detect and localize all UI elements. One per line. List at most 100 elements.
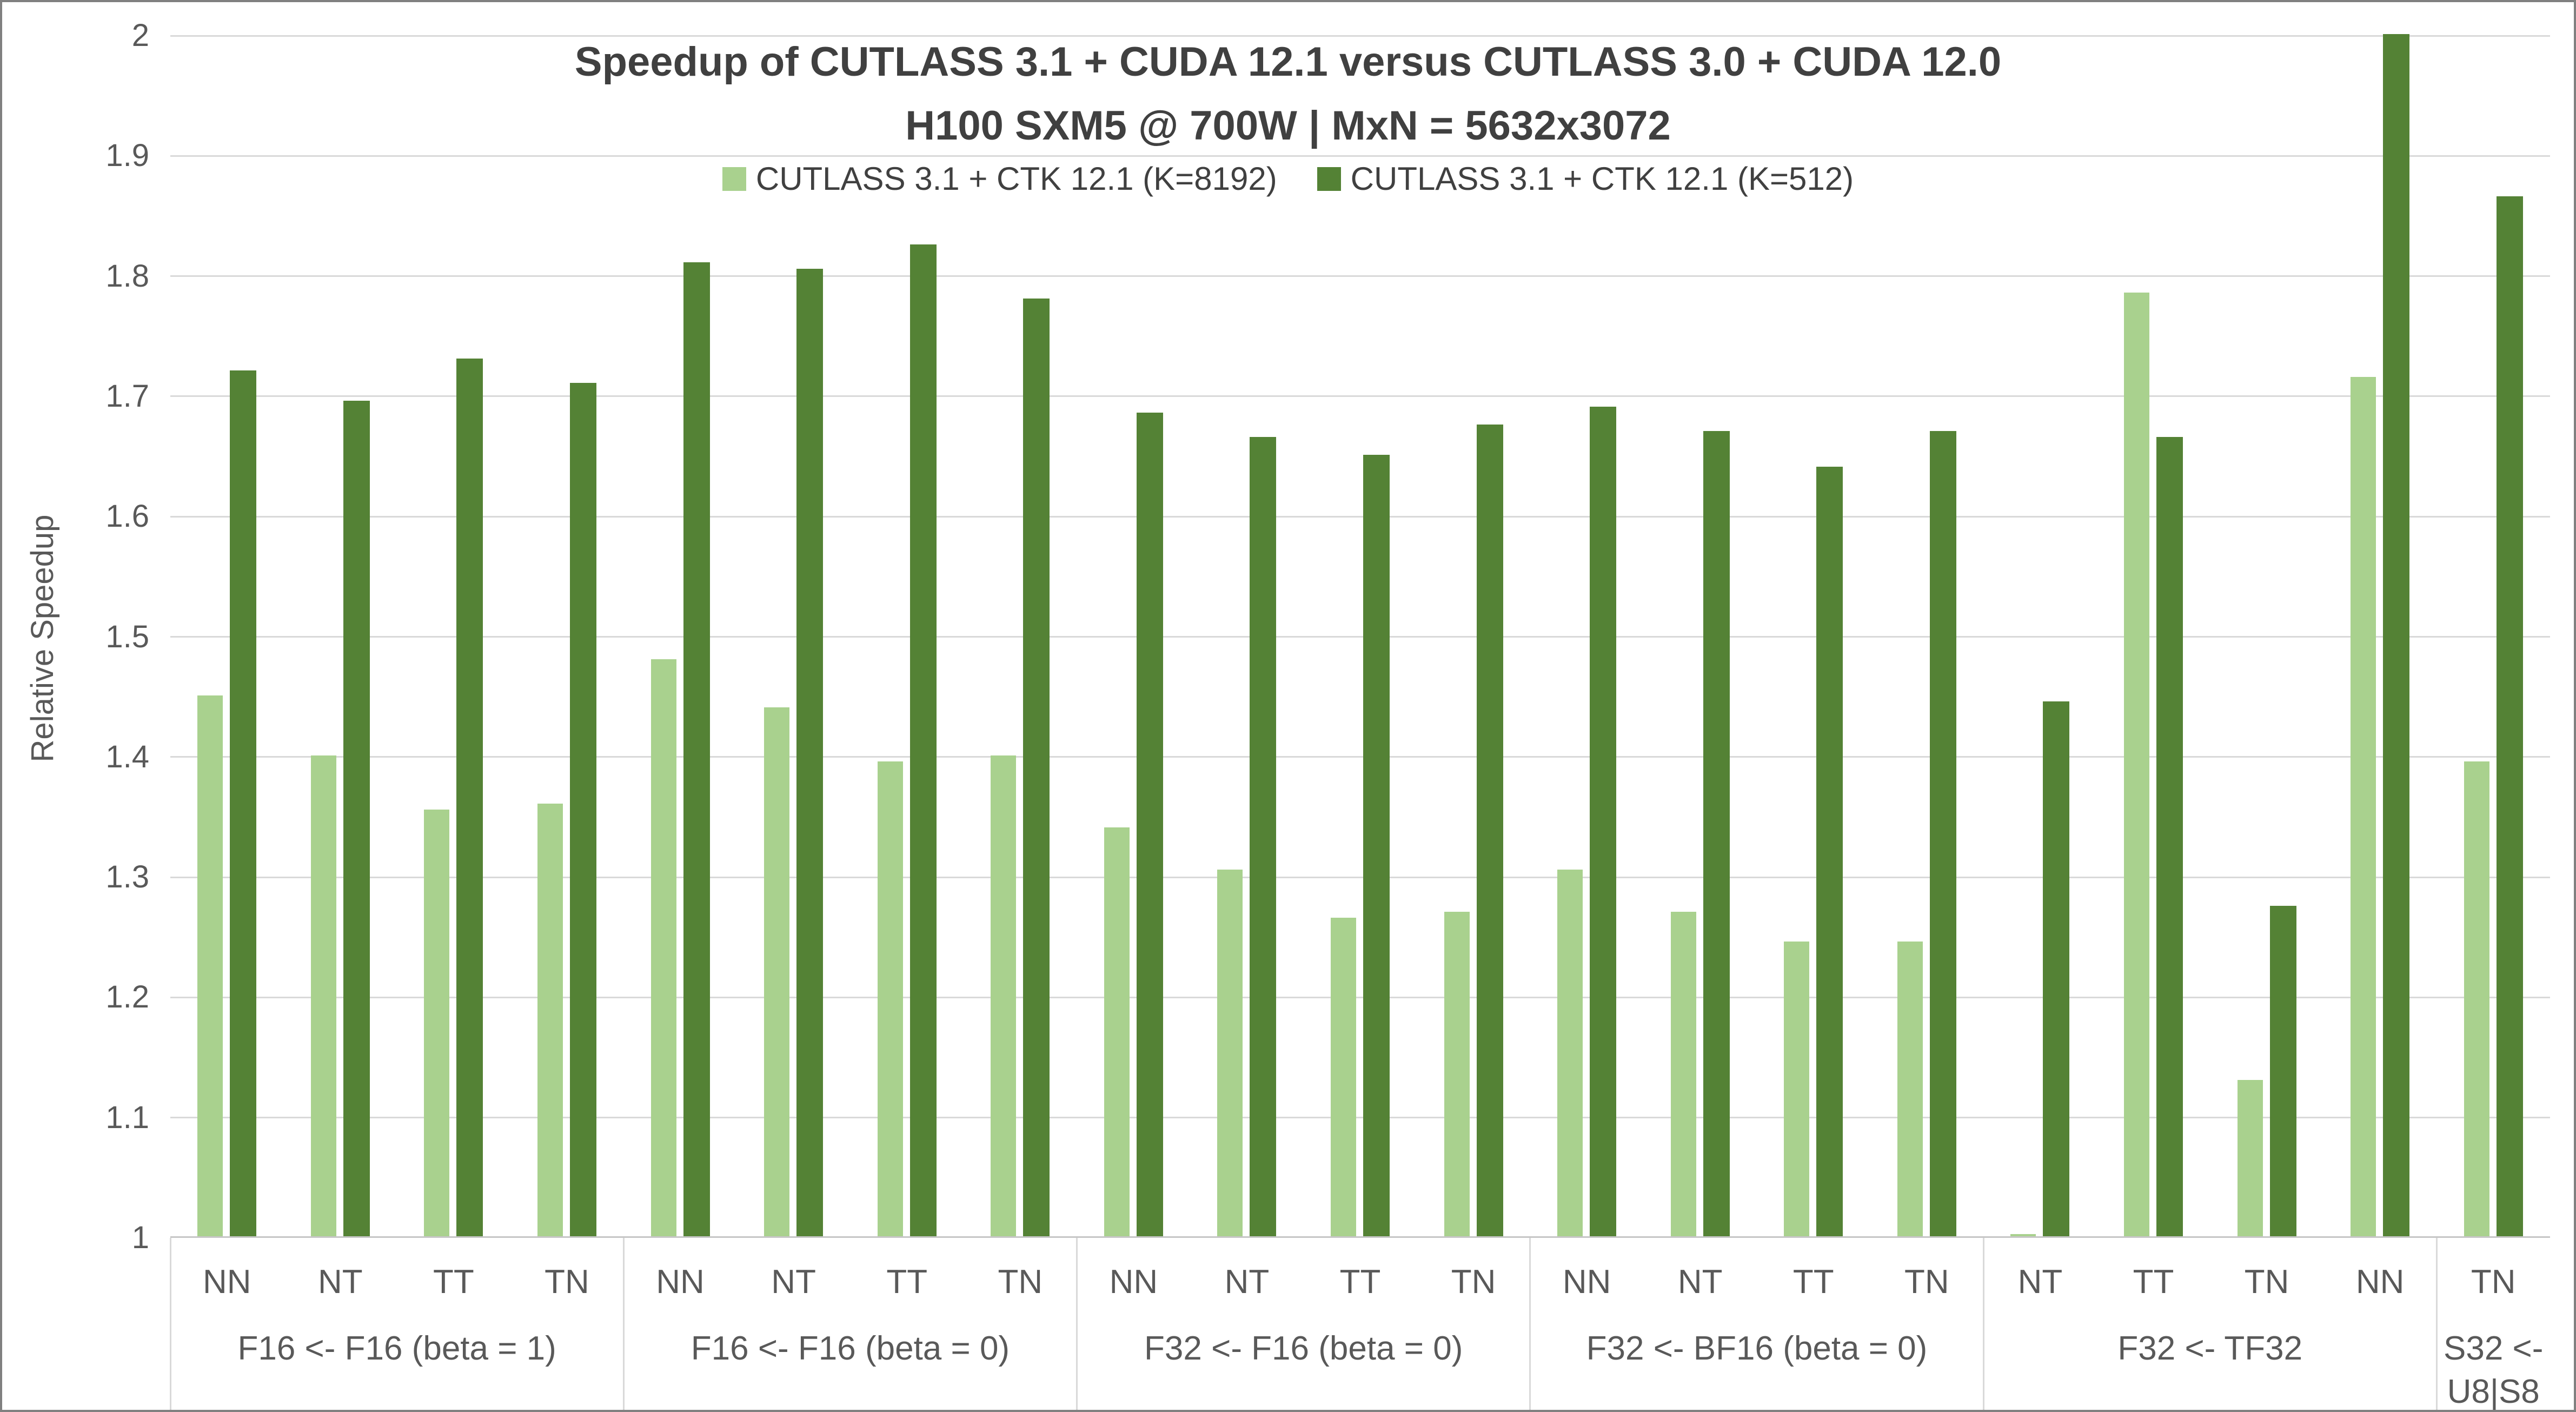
bar-k8192-F32-NN — [1557, 870, 1583, 1236]
y-tick-label: 1.4 — [105, 739, 149, 774]
bar-k8192-S32-TN — [2464, 761, 2489, 1236]
y-tick-label: 2 — [131, 18, 149, 53]
category-label: NN — [1109, 1263, 1158, 1301]
category-label: NT — [1224, 1263, 1270, 1301]
bar-k8192-F32-TT — [1784, 942, 1810, 1236]
group-separator — [2435, 1238, 2438, 1410]
y-tick-label: 1.1 — [105, 1099, 149, 1135]
legend-label-k512: CUTLASS 3.1 + CTK 12.1 (K=512) — [1350, 161, 1854, 197]
bar-k512-F16-NN — [230, 370, 257, 1236]
bar-k8192-F32-NN — [2351, 376, 2376, 1236]
legend-swatch-k8192-icon — [722, 167, 746, 191]
legend-item-k8192: CUTLASS 3.1 + CTK 12.1 (K=8192) — [722, 160, 1277, 197]
group-separator — [1076, 1238, 1078, 1410]
bar-k8192-F16-NT — [764, 707, 790, 1236]
y-tick-label: 1.6 — [105, 499, 149, 534]
group-separator — [622, 1238, 625, 1410]
y-tick-label: 1.3 — [105, 859, 149, 895]
bar-k512-F32-NN — [1590, 407, 1617, 1236]
bar-k512-F16-TT — [456, 359, 483, 1236]
bar-k512-F32-TN — [1929, 430, 1956, 1236]
gridline — [170, 756, 2550, 758]
bar-k512-F16-NT — [343, 401, 370, 1236]
bar-k512-F32-TT — [2156, 436, 2183, 1236]
bar-k8192-F32-NN — [1104, 827, 1130, 1236]
gridline — [170, 1117, 2550, 1119]
category-label: TN — [998, 1263, 1043, 1301]
bar-k8192-F32-TN — [1444, 911, 1470, 1236]
category-label: TN — [1904, 1263, 1949, 1301]
legend: CUTLASS 3.1 + CTK 12.1 (K=8192) CUTLASS … — [2, 160, 2574, 197]
bar-k8192-F16-TN — [537, 803, 563, 1236]
chart-title: Speedup of CUTLASS 3.1 + CUDA 12.1 versu… — [574, 39, 2002, 85]
bar-k512-F32-NT — [2043, 701, 2070, 1236]
y-tick-label: 1.9 — [105, 138, 149, 174]
y-tick-label: 1.5 — [105, 619, 149, 654]
category-label: TT — [1339, 1263, 1381, 1301]
group-separator — [1529, 1238, 1531, 1410]
category-label: TN — [2471, 1263, 2516, 1301]
group-separator — [1982, 1238, 1984, 1410]
category-label: NN — [656, 1263, 705, 1301]
category-label: TT — [2133, 1263, 2174, 1301]
gridline — [170, 155, 2550, 157]
bar-k512-F16-TN — [1023, 299, 1050, 1236]
bar-k512-F32-NN — [2383, 34, 2410, 1236]
group-label: F32 <- BF16 (beta = 0) — [1586, 1330, 1928, 1367]
chart-subtitle: H100 SXM5 @ 700W | MxN = 5632x3072 — [905, 103, 1671, 149]
gridline — [170, 636, 2550, 638]
gridline — [170, 395, 2550, 397]
category-label: TN — [1451, 1263, 1496, 1301]
group-separator — [169, 1238, 171, 1410]
plot-area — [170, 34, 2550, 1238]
category-label: NT — [1677, 1263, 1723, 1301]
bar-k8192-F16-TT — [424, 809, 450, 1236]
bar-k512-F32-TN — [1476, 425, 1503, 1236]
bar-k512-F32-NN — [1136, 413, 1163, 1236]
bar-k512-F32-TT — [1816, 467, 1843, 1236]
category-label: NT — [2017, 1263, 2063, 1301]
category-label: TN — [545, 1263, 589, 1301]
bar-k8192-F32-TN — [2237, 1080, 2263, 1236]
bar-k512-F16-TT — [909, 244, 937, 1236]
category-label: NN — [2355, 1263, 2405, 1301]
bar-k8192-F16-NN — [197, 695, 223, 1236]
legend-swatch-k512-icon — [1317, 167, 1341, 191]
bar-k512-F16-TN — [570, 382, 596, 1236]
group-label: F32 <- TF32 — [2117, 1330, 2303, 1367]
category-label: TT — [433, 1263, 474, 1301]
group-label: F16 <- F16 (beta = 0) — [691, 1330, 1010, 1367]
group-label: F32 <- F16 (beta = 0) — [1144, 1330, 1463, 1367]
group-label: S32 <- U8|S8 — [2444, 1330, 2544, 1410]
gridline — [170, 515, 2550, 518]
category-label: NT — [771, 1263, 816, 1301]
bar-k512-F32-TN — [2269, 905, 2296, 1236]
category-label: TT — [886, 1263, 928, 1301]
y-tick-label: 1.8 — [105, 258, 149, 294]
bar-k8192-F32-NT — [1670, 911, 1696, 1236]
category-label: TT — [1792, 1263, 1834, 1301]
legend-item-k512: CUTLASS 3.1 + CTK 12.1 (K=512) — [1317, 160, 1854, 197]
category-label: NT — [318, 1263, 363, 1301]
gridline — [170, 996, 2550, 998]
bar-k8192-F16-TT — [877, 761, 903, 1236]
bar-k8192-F32-TT — [2124, 292, 2149, 1236]
bar-k8192-F16-TN — [991, 755, 1017, 1236]
bar-k512-F16-NT — [796, 268, 824, 1236]
bar-k8192-F16-NT — [310, 755, 336, 1236]
bar-k8192-F32-TN — [1897, 942, 1923, 1236]
y-tick-label: 1.7 — [105, 378, 149, 414]
category-label: NN — [1562, 1263, 1611, 1301]
bar-k512-F32-NT — [1250, 436, 1277, 1236]
gridline — [170, 275, 2550, 277]
bar-k512-F32-NT — [1703, 430, 1730, 1236]
bar-k8192-F32-TT — [1331, 917, 1356, 1236]
y-tick-label: 1 — [131, 1220, 149, 1255]
gridline — [170, 35, 2550, 37]
bar-k512-F32-TT — [1363, 455, 1390, 1236]
y-tick-label: 1.2 — [105, 979, 149, 1015]
bar-k8192-F32-NT — [2010, 1234, 2036, 1236]
bar-k8192-F32-NT — [1217, 870, 1243, 1236]
category-label: NN — [203, 1263, 251, 1301]
